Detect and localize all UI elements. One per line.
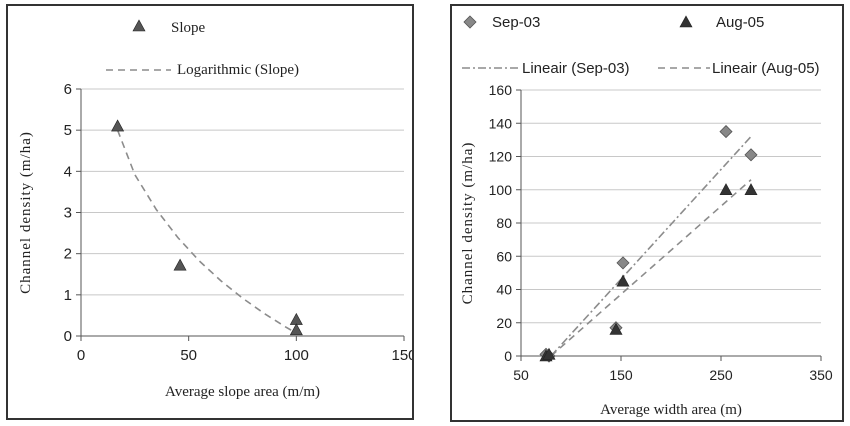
data-point	[289, 312, 303, 325]
legend-label: Sep-03	[492, 14, 540, 31]
y-tick-label: 4	[64, 163, 72, 180]
y-tick-label: 80	[496, 215, 512, 231]
data-point	[719, 124, 733, 139]
left-chart-panel: 0 1 2 3 4 5 6 0 50 100 150 Average slope area (m/m)…	[6, 4, 414, 420]
y-tick-label: 0	[504, 348, 512, 364]
data-point	[616, 256, 630, 270]
x-axis-title: Average slope area (m/m)	[165, 384, 320, 400]
y-axis-title: Channel density (m/ha)	[460, 142, 476, 305]
y-tick-label: 120	[489, 149, 513, 165]
data-point	[173, 258, 187, 271]
legend-marker	[463, 15, 477, 29]
right-chart-panel: 0 20 40 60 80 100 120 140 160 50 150 250 350 Average …	[450, 4, 844, 422]
legend-label: Logarithmic (Slope)	[177, 62, 299, 78]
x-tick-label: 350	[809, 367, 833, 383]
y-tick-label: 140	[489, 115, 513, 131]
data-point	[616, 274, 630, 287]
x-tick-label: 150	[391, 347, 412, 364]
legend-label: Lineair (Aug-05)	[712, 60, 820, 77]
data-point	[744, 148, 758, 162]
legend-label: Aug-05	[716, 14, 764, 31]
legend-marker	[679, 15, 693, 28]
width-chart: 0 20 40 60 80 100 120 140 160 50 150 250 350 Average …	[460, 14, 833, 418]
y-tick-label: 40	[496, 282, 512, 298]
y-tick-label: 2	[64, 246, 72, 263]
data-point	[744, 183, 758, 196]
data-point	[111, 119, 125, 132]
x-tick-label: 100	[284, 347, 309, 364]
legend-marker	[132, 19, 146, 32]
y-tick-label: 100	[489, 182, 513, 198]
y-tick-label: 6	[64, 81, 72, 98]
y-axis-title: Channel density (m/ha)	[18, 131, 34, 294]
trendline	[116, 129, 297, 334]
x-tick-label: 250	[709, 367, 733, 383]
y-tick-label: 160	[489, 82, 513, 98]
y-tick-label: 0	[64, 328, 72, 345]
x-tick-label: 150	[609, 367, 633, 383]
data-point	[542, 347, 556, 360]
y-tick-label: 3	[64, 205, 72, 222]
y-tick-label: 60	[496, 248, 512, 264]
data-point	[609, 322, 623, 335]
data-point	[719, 183, 733, 196]
legend-label: Lineair (Sep-03)	[522, 60, 630, 77]
slope-chart: 0 1 2 3 4 5 6 0 50 100 150 Average slope area (m/m)…	[18, 19, 412, 400]
x-tick-label: 0	[77, 347, 85, 364]
y-tick-label: 5	[64, 122, 72, 139]
x-tick-label: 50	[513, 367, 529, 383]
trendline	[550, 136, 752, 357]
legend-label: Slope	[171, 20, 206, 36]
x-tick-label: 50	[180, 347, 197, 364]
data-point	[289, 323, 303, 336]
y-tick-label: 20	[496, 315, 512, 331]
y-tick-label: 1	[64, 287, 72, 304]
trendline	[550, 179, 752, 357]
x-axis-title: Average width area (m)	[600, 402, 742, 418]
